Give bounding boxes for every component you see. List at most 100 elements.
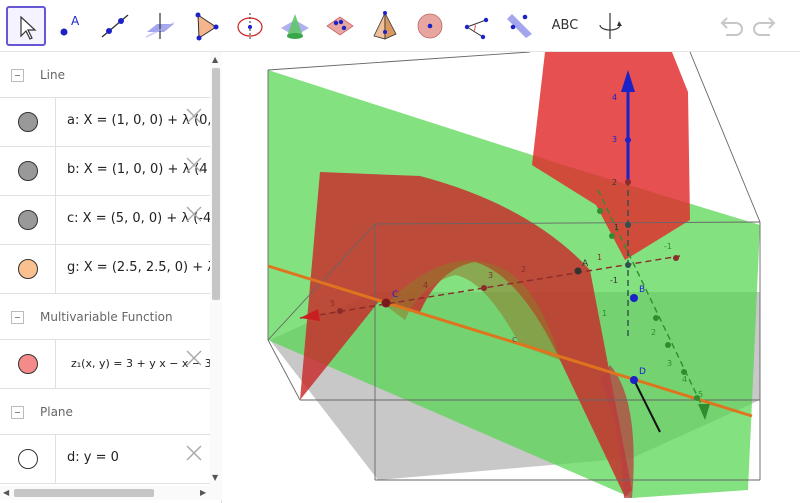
angle-tool-button[interactable] — [455, 6, 495, 46]
z-tick-label: 4 — [612, 93, 617, 102]
pyramid-icon — [373, 11, 397, 40]
x-axis-arrow-icon — [300, 309, 320, 321]
visibility-marble[interactable] — [18, 449, 38, 469]
sphere-tool-button[interactable] — [410, 6, 450, 46]
line-tool-button[interactable] — [95, 6, 135, 46]
algebra-expression[interactable]: c: X = (5, 0, 0) + λ (-4 — [67, 211, 210, 226]
delete-icon[interactable] — [184, 348, 204, 368]
scroll-down-arrow-icon[interactable]: ▼ — [212, 473, 219, 482]
point-tool-button[interactable]: A — [50, 6, 90, 46]
x-tick-label: 2 — [521, 265, 526, 274]
graphics-3d-view[interactable]: 4 3 2 1 -1 5 4 3 2 1 1 2 3 4 5 -1 — [230, 52, 800, 503]
section-title: Line — [40, 68, 66, 82]
z-axis-arrow-icon — [621, 70, 635, 92]
delete-icon[interactable] — [184, 106, 204, 126]
visibility-marble[interactable] — [18, 354, 38, 374]
point-label: A — [582, 259, 589, 269]
algebra-expression[interactable]: a: X = (1, 0, 0) + λ (0, — [67, 113, 210, 128]
algebra-row-a[interactable]: a: X = (1, 0, 0) + λ (0, — [0, 98, 210, 147]
x-tick-label: 3 — [488, 271, 493, 280]
point-label: D — [639, 367, 646, 377]
surface-z1-main[interactable] — [300, 172, 632, 497]
algebra-row-d[interactable]: d: y = 0 — [0, 435, 210, 484]
point-label: B — [639, 285, 645, 295]
point-d[interactable] — [630, 376, 638, 384]
plane-points-icon — [326, 16, 354, 36]
delete-icon[interactable] — [184, 204, 204, 224]
visibility-marble[interactable] — [18, 210, 38, 230]
move-tool-button[interactable] — [6, 6, 46, 46]
rotate-view-tool-button[interactable] — [590, 6, 630, 46]
redo-icon — [753, 17, 776, 36]
scroll-up-arrow-icon[interactable]: ▲ — [212, 55, 219, 64]
intersect-surfaces-tool-button[interactable] — [275, 6, 315, 46]
perpendicular-tool-button[interactable] — [140, 6, 180, 46]
text-tool-button[interactable]: ABC — [545, 6, 585, 46]
sphere-icon — [417, 13, 443, 39]
z-tick-label: 1 — [614, 223, 619, 232]
cone-surface-icon — [281, 14, 309, 39]
algebra-expression[interactable]: g: X = (2.5, 2.5, 0) + λ — [67, 260, 210, 275]
algebra-expression[interactable]: b: X = (1, 0, 0) + λ (4 — [67, 162, 208, 177]
point-icon: A — [60, 14, 80, 36]
algebra-row-b[interactable]: b: X = (1, 0, 0) + λ (4 — [0, 147, 210, 196]
reflect-tool-button[interactable] — [500, 6, 540, 46]
pyramid-tool-button[interactable] — [365, 6, 405, 46]
reflect-plane-icon — [507, 14, 532, 38]
redo-button[interactable] — [750, 10, 782, 46]
y-tick-label: 5 — [698, 390, 703, 399]
polygon-tool-button[interactable] — [185, 6, 225, 46]
algebra-expression[interactable]: z₁(x, y) = 3 + y x − x − 3 — [71, 357, 212, 370]
y-axis — [597, 189, 706, 413]
y-tick-label: 3 — [667, 359, 672, 368]
algebra-horizontal-scrollbar[interactable]: ◀ ▶ — [0, 486, 222, 500]
surface-z1-upper[interactable] — [532, 52, 690, 260]
section-header-multivariable[interactable]: Multivariable Function — [0, 294, 210, 340]
visibility-marble[interactable] — [18, 161, 38, 181]
point-c[interactable] — [381, 298, 391, 308]
undo-icon — [720, 17, 743, 36]
svg-text:A: A — [71, 14, 80, 28]
delete-icon[interactable] — [184, 155, 204, 175]
algebra-vertical-scrollbar[interactable]: ▲ ▼ — [210, 52, 222, 486]
collapse-icon[interactable] — [11, 69, 24, 82]
x-axis — [299, 255, 681, 319]
algebra-row-g[interactable]: g: X = (2.5, 2.5, 0) + λ — [0, 245, 210, 294]
algebra-expression[interactable]: d: y = 0 — [67, 450, 119, 465]
visibility-marble[interactable] — [18, 112, 38, 132]
algebra-row-z1[interactable]: z₁(x, y) = 3 + y x − x − 3 — [0, 340, 212, 389]
circle-tool-button[interactable] — [230, 6, 270, 46]
angle-icon — [464, 17, 489, 40]
section-title: Plane — [40, 405, 73, 419]
point-a[interactable] — [574, 267, 582, 275]
scroll-right-arrow-icon[interactable]: ▶ — [200, 488, 207, 497]
algebra-row-c[interactable]: c: X = (5, 0, 0) + λ (-4 — [0, 196, 210, 245]
undo-button[interactable] — [714, 10, 746, 46]
view-divider[interactable] — [222, 52, 230, 503]
y-tick-label: 4 — [682, 375, 687, 384]
graphics-3d-canvas[interactable]: 4 3 2 1 -1 5 4 3 2 1 1 2 3 4 5 -1 — [230, 52, 800, 503]
delete-icon[interactable] — [184, 443, 204, 463]
z-tick-label: 2 — [612, 178, 617, 187]
section-header-plane[interactable]: Plane — [0, 389, 210, 435]
text-abc-icon: ABC — [551, 18, 579, 33]
x-tick-label: 1 — [597, 253, 602, 262]
line-icon — [101, 14, 129, 38]
scroll-thumb[interactable] — [212, 68, 220, 300]
collapse-icon[interactable] — [11, 311, 24, 324]
segment — [633, 379, 661, 433]
point-label: C — [392, 290, 398, 300]
collapse-icon[interactable] — [11, 406, 24, 419]
plane-tool-button[interactable] — [320, 6, 360, 46]
z-tick-label: 3 — [612, 135, 617, 144]
scroll-left-arrow-icon[interactable]: ◀ — [3, 488, 10, 497]
visibility-marble[interactable] — [18, 259, 38, 279]
y-tick-label: 2 — [651, 328, 656, 337]
section-header-line[interactable]: Line — [0, 52, 210, 98]
line-g[interactable] — [267, 264, 753, 418]
surface-z1-fold — [385, 260, 560, 360]
y-axis-arrow-icon — [698, 404, 710, 420]
scroll-thumb[interactable] — [14, 489, 154, 497]
point-b[interactable] — [630, 294, 638, 302]
x-tick-label: 5 — [330, 299, 335, 308]
